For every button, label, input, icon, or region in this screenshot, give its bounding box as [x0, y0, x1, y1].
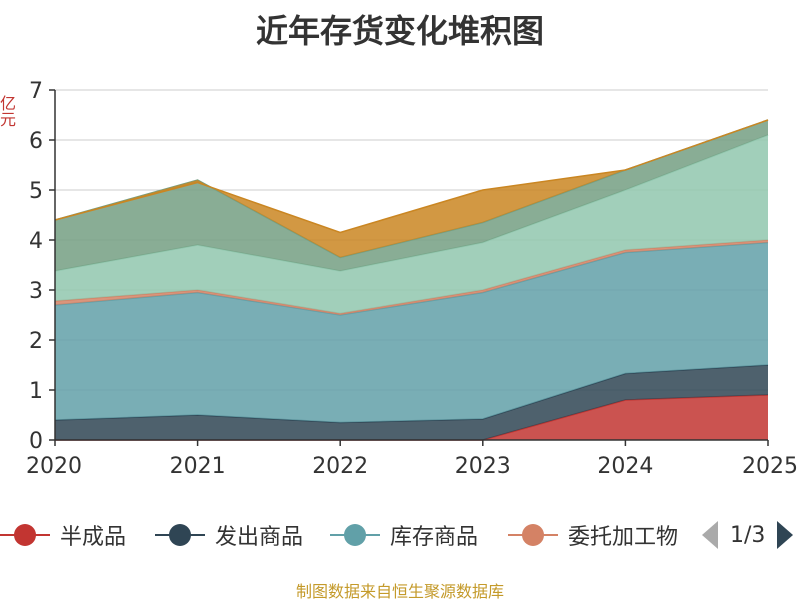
legend-label-0: 半成品	[60, 525, 127, 550]
area-series-5	[55, 120, 768, 271]
y-tick-label-6: 6	[29, 129, 43, 154]
x-tick-label-2: 2022	[312, 454, 368, 479]
legend-dot-2	[344, 524, 366, 546]
area-series-0	[55, 395, 768, 440]
legend-symbol-2	[330, 515, 380, 555]
legend-item-2[interactable]: 库存商品	[330, 515, 478, 555]
area-series-1	[55, 365, 768, 440]
y-tick-label-5: 5	[29, 179, 43, 204]
area-series-2	[55, 242, 768, 423]
legend-item-3[interactable]: 委托加工物	[508, 515, 678, 555]
legend-page-text: 1/3	[730, 522, 766, 548]
legend-item-0[interactable]: 半成品	[0, 515, 126, 555]
legend-dot-3	[522, 524, 544, 546]
legend-dot-1	[169, 524, 191, 546]
y-tick-label-2: 2	[29, 329, 43, 354]
y-tick-label-0: 0	[29, 429, 43, 454]
chart-title: 近年存货变化堆积图	[255, 12, 544, 50]
area-series-6	[55, 120, 768, 258]
y-tick-label-1: 1	[29, 379, 43, 404]
legend-label-1: 发出商品	[215, 525, 304, 550]
x-tick-label-5: 2025	[742, 454, 798, 479]
legend-dot-0	[14, 524, 36, 546]
legend: 半成品 发出商品 库存商品 委托加工物 1/3	[0, 515, 800, 555]
legend-next-icon[interactable]	[777, 521, 794, 549]
legend-item-1[interactable]: 发出商品	[155, 515, 303, 555]
area-edge-6	[54, 119, 769, 234]
y-tick-label-3: 3	[29, 279, 43, 304]
legend-prev-icon[interactable]	[702, 521, 718, 549]
x-tick-label-1: 2021	[170, 454, 226, 479]
legend-symbol-3	[508, 515, 558, 555]
y-tick-label-4: 4	[29, 229, 43, 254]
source-note: 制图数据来自恒生聚源数据库	[295, 582, 504, 601]
legend-pager: 1/3	[702, 515, 794, 555]
legend-symbol-0	[0, 515, 50, 555]
legend-label-2: 库存商品	[390, 525, 479, 550]
y-tick-label-7: 7	[29, 79, 43, 104]
legend-label-3: 委托加工物	[568, 525, 679, 550]
y-axis-name: 亿元	[0, 95, 16, 127]
x-tick-label-0: 2020	[26, 454, 82, 479]
x-tick-label-3: 2023	[455, 454, 511, 479]
legend-symbol-1	[155, 515, 205, 555]
area-series-4	[55, 135, 768, 314]
x-tick-label-4: 2024	[597, 454, 653, 479]
